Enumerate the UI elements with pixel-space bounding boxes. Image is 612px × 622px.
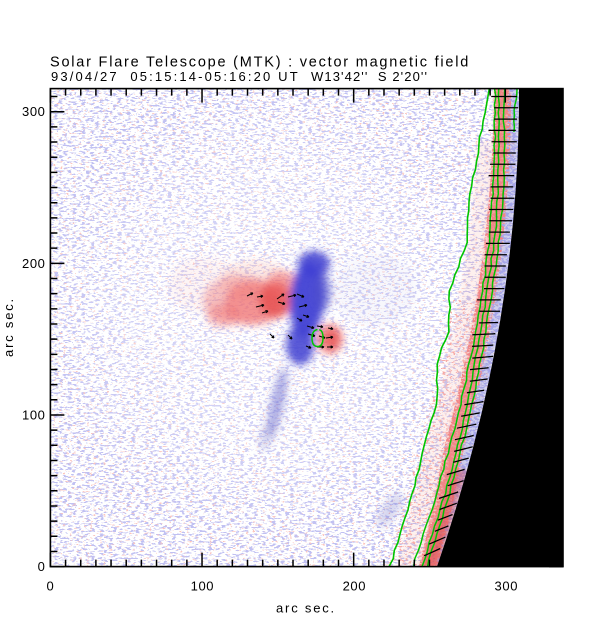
- svg-text:Solar Flare Telescope (MTK) :: Solar Flare Telescope (MTK) : vector mag…: [50, 54, 470, 70]
- svg-text:300: 300: [495, 579, 519, 594]
- svg-text:0: 0: [38, 559, 46, 574]
- svg-text:200: 200: [22, 256, 46, 271]
- svg-text:200: 200: [343, 579, 367, 594]
- svg-text:W13'42'' S 2'20'': W13'42'' S 2'20'': [311, 69, 428, 84]
- svg-text:100: 100: [22, 407, 46, 422]
- svg-text:arc sec.: arc sec.: [1, 297, 16, 357]
- svg-text:0: 0: [46, 579, 54, 594]
- svg-text:93/04/27 05:15:14-05:16:20 UT: 93/04/27 05:15:14-05:16:20 UT: [51, 69, 300, 84]
- svg-text:100: 100: [191, 579, 215, 594]
- svg-text:arc sec.: arc sec.: [276, 601, 336, 616]
- svg-text:300: 300: [22, 104, 46, 119]
